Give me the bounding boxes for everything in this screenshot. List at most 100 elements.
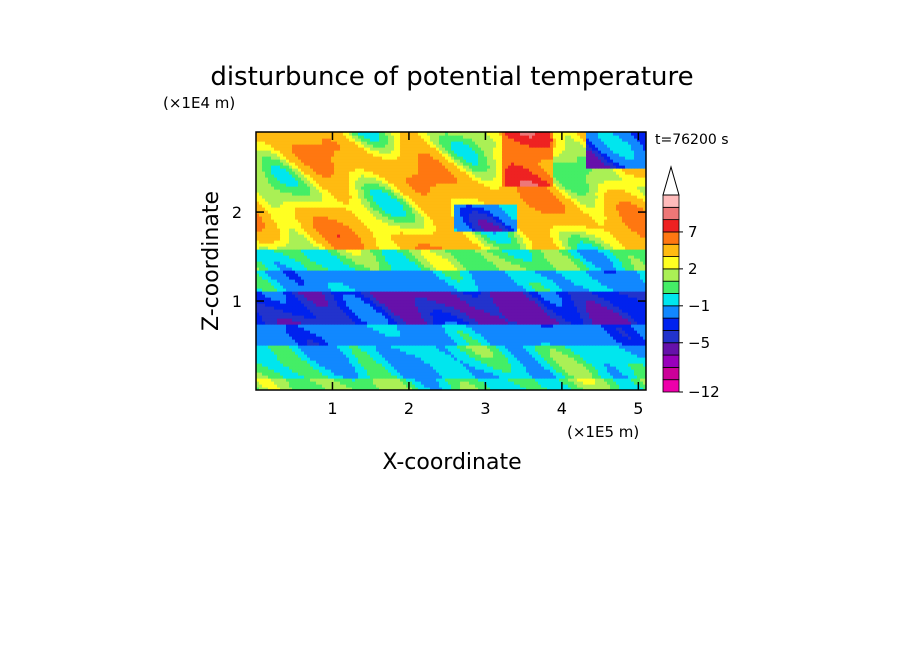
contour-cell: [370, 366, 374, 370]
contour-cell: [358, 360, 362, 364]
contour-cell: [559, 375, 563, 379]
contour-cell: [553, 375, 557, 379]
contour-cell: [580, 372, 584, 376]
contour-cell: [616, 366, 620, 370]
contour-cell: [418, 381, 422, 385]
contour-cell: [283, 369, 287, 373]
contour-cell: [628, 363, 632, 367]
contour-cell: [484, 378, 488, 382]
contour-cell: [460, 369, 464, 373]
contour-cell: [562, 384, 566, 388]
contour-cell: [559, 384, 563, 388]
contour-cell: [469, 387, 473, 390]
contour-cell: [625, 363, 629, 367]
contour-cell: [334, 381, 338, 385]
contour-cell: [499, 375, 503, 379]
contour-cell: [400, 372, 404, 376]
contour-cell: [346, 384, 350, 388]
contour-cell: [505, 360, 509, 364]
contour-cell: [562, 369, 566, 373]
contour-cell: [388, 384, 392, 388]
contour-cell: [538, 387, 542, 390]
contour-cell: [274, 357, 278, 361]
contour-cell: [367, 384, 371, 388]
contour-cell: [259, 372, 263, 376]
contour-cell: [415, 369, 419, 373]
contour-cell: [295, 357, 299, 361]
contour-cell: [454, 366, 458, 370]
contour-cell: [433, 381, 437, 385]
contour-cell: [634, 387, 638, 390]
contour-cell: [391, 387, 395, 390]
contour-cell: [340, 381, 344, 385]
contour-cell: [394, 387, 398, 390]
contour-cell: [532, 375, 536, 379]
contour-cell: [631, 372, 635, 376]
contour-cell: [607, 378, 611, 382]
contour-cell: [598, 381, 602, 385]
contour-cell: [577, 363, 581, 367]
contour-cell: [535, 366, 539, 370]
contour-cell: [391, 360, 395, 364]
contour-cell: [478, 384, 482, 388]
contour-cell: [583, 381, 587, 385]
contour-cell: [367, 363, 371, 367]
contour-cell: [592, 369, 596, 373]
contour-cell: [364, 375, 368, 379]
contour-cell: [304, 369, 308, 373]
contour-cell: [535, 360, 539, 364]
contour-cell: [367, 369, 371, 373]
contour-cell: [625, 366, 629, 370]
contour-cell: [559, 360, 563, 364]
contour-cell: [583, 360, 587, 364]
contour-cell: [523, 363, 527, 367]
contour-cell: [301, 378, 305, 382]
contour-cell: [553, 372, 557, 376]
contour-cell: [271, 387, 275, 390]
contour-cell: [307, 369, 311, 373]
contour-cell: [610, 378, 614, 382]
contour-cell: [361, 369, 365, 373]
contour-cell: [310, 357, 314, 361]
contour-cell: [481, 366, 485, 370]
contour-cell: [406, 360, 410, 364]
contour-cell: [586, 366, 590, 370]
contour-cell: [616, 378, 620, 382]
contour-cell: [466, 363, 470, 367]
contour-cell: [346, 381, 350, 385]
contour-cell: [454, 387, 458, 390]
contour-cell: [445, 384, 449, 388]
contour-cell: [379, 372, 383, 376]
contour-cell: [574, 384, 578, 388]
contour-cell: [313, 363, 317, 367]
contour-cell: [424, 363, 428, 367]
contour-cell: [412, 366, 416, 370]
contour-cell: [262, 357, 266, 361]
contour-cell: [310, 372, 314, 376]
contour-cell: [286, 369, 290, 373]
contour-cell: [607, 372, 611, 376]
contour-cell: [427, 360, 431, 364]
contour-cell: [547, 375, 551, 379]
contour-cell: [433, 375, 437, 379]
contour-cell: [631, 381, 635, 385]
contour-cell: [529, 366, 533, 370]
contour-cell: [373, 363, 377, 367]
contour-cell: [427, 369, 431, 373]
contour-cell: [535, 372, 539, 376]
contour-cell: [370, 360, 374, 364]
contour-cell: [628, 378, 632, 382]
contour-cell: [346, 360, 350, 364]
contour-cell: [556, 378, 560, 382]
contour-cell: [334, 378, 338, 382]
contour-cell: [421, 378, 425, 382]
contour-cell: [436, 387, 440, 390]
contour-cell: [367, 381, 371, 385]
contour-cell: [601, 387, 605, 390]
contour-cell: [619, 363, 623, 367]
contour-cell: [469, 363, 473, 367]
contour-cell: [625, 381, 629, 385]
contour-cell: [553, 366, 557, 370]
contour-cell: [442, 381, 446, 385]
contour-cell: [286, 372, 290, 376]
